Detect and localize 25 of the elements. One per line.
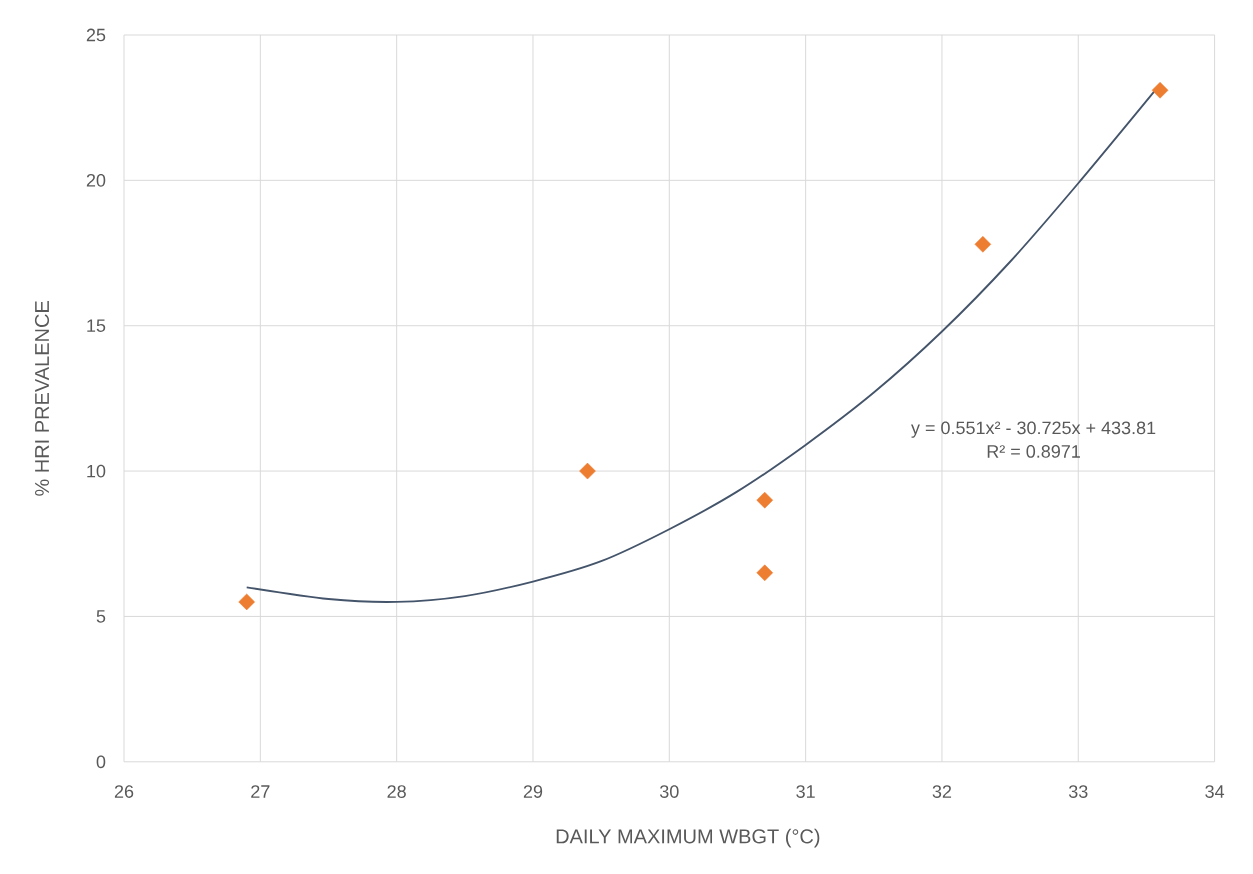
point (579, 462, 596, 480)
point (238, 593, 255, 611)
y-tick-label: 0 (96, 755, 106, 769)
point (974, 236, 992, 253)
point (1151, 81, 1169, 99)
x-tick-label: 33 (1068, 785, 1088, 798)
y-axis-title: % HRI PREVALENCE (34, 301, 50, 496)
x-tick-label: 32 (932, 785, 952, 798)
annotation: R² = 0.8971 (987, 445, 1080, 458)
x-tick-label: 31 (796, 785, 815, 798)
y-tick-label: 20 (86, 173, 106, 187)
point (756, 491, 773, 509)
x-tick-label: 30 (659, 785, 679, 798)
y-tick-label: 15 (87, 319, 106, 332)
point (756, 564, 773, 582)
x-tick-label: 27 (251, 785, 270, 798)
y-tick-label: 10 (87, 464, 106, 478)
annotation: y = 0.551x² - 30.725x + 433.81 (911, 421, 1156, 438)
y-tick-label: 5 (96, 610, 106, 623)
x-tick-label: 29 (523, 785, 543, 798)
x-tick-label: 34 (1205, 785, 1225, 798)
y-tick-label: 25 (86, 28, 106, 42)
x-tick-label: 26 (114, 785, 134, 798)
x-tick-label: 28 (387, 785, 406, 798)
x-axis-title: DAILY MAXIMUM WBGT (°C) (556, 828, 820, 848)
